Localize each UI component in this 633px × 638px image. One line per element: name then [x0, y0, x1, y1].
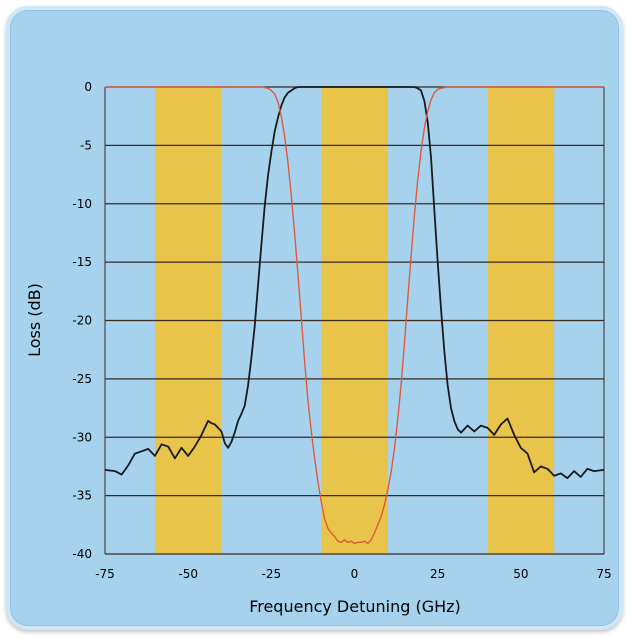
x-tick-label: -75: [95, 567, 115, 581]
y-tick-label: -40: [72, 547, 92, 561]
y-tick-label: -35: [72, 489, 92, 503]
y-tick-labels: 0 -5 -10 -15 -20 -25 -30 -35 -40: [72, 80, 92, 561]
x-tick-label: 0: [351, 567, 359, 581]
series-group: [104, 86, 605, 545]
y-tick-label: -10: [72, 197, 92, 211]
y-tick-label: -25: [72, 372, 92, 386]
series-line-1: [105, 86, 604, 545]
y-tick-label: -20: [72, 314, 92, 328]
x-tick-labels: -75 -50 -25 0 25 50 75: [95, 567, 611, 581]
x-tick-label: 75: [596, 567, 611, 581]
x-tick-label: 50: [513, 567, 528, 581]
x-axis-label: Frequency Detuning (GHz): [249, 597, 461, 616]
series-line-0: [104, 86, 605, 480]
y-tick-label: 0: [84, 80, 92, 94]
x-tick-label: -50: [178, 567, 198, 581]
y-tick-label: -5: [80, 138, 92, 152]
x-tick-label: 25: [430, 567, 445, 581]
y-tick-label: -30: [72, 430, 92, 444]
y-tick-label: -15: [72, 255, 92, 269]
y-axis-label: Loss (dB): [25, 283, 44, 357]
x-tick-label: -25: [262, 567, 282, 581]
